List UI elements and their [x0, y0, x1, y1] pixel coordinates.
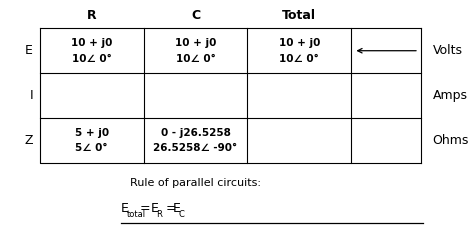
Text: E: E: [121, 202, 129, 215]
Text: E: E: [150, 202, 158, 215]
Text: =: =: [162, 202, 180, 215]
Text: 10 + j0: 10 + j0: [175, 38, 216, 48]
Text: 10∠ 0°: 10∠ 0°: [175, 54, 215, 64]
Text: C: C: [179, 210, 185, 219]
Text: C: C: [191, 9, 200, 22]
Text: Z: Z: [25, 134, 33, 147]
Text: R: R: [156, 210, 162, 219]
Text: E: E: [25, 44, 33, 57]
Text: R: R: [87, 9, 97, 22]
Text: Total: Total: [283, 9, 316, 22]
Text: 5∠ 0°: 5∠ 0°: [75, 143, 108, 153]
Text: Rule of parallel circuits:: Rule of parallel circuits:: [130, 178, 261, 188]
Text: I: I: [29, 89, 33, 102]
Text: 10∠ 0°: 10∠ 0°: [72, 54, 111, 64]
Text: 0 - j26.5258: 0 - j26.5258: [161, 128, 230, 138]
Text: total: total: [127, 210, 146, 219]
Text: 10 + j0: 10 + j0: [71, 38, 112, 48]
Text: 26.5258∠ -90°: 26.5258∠ -90°: [154, 143, 237, 153]
Text: 5 + j0: 5 + j0: [74, 128, 109, 138]
Text: Amps: Amps: [432, 89, 467, 102]
Text: 10∠ 0°: 10∠ 0°: [280, 54, 319, 64]
Text: Ohms: Ohms: [432, 134, 469, 147]
Text: =: =: [140, 202, 155, 215]
Text: E: E: [173, 202, 181, 215]
Text: 10 + j0: 10 + j0: [279, 38, 320, 48]
Text: Volts: Volts: [432, 44, 463, 57]
